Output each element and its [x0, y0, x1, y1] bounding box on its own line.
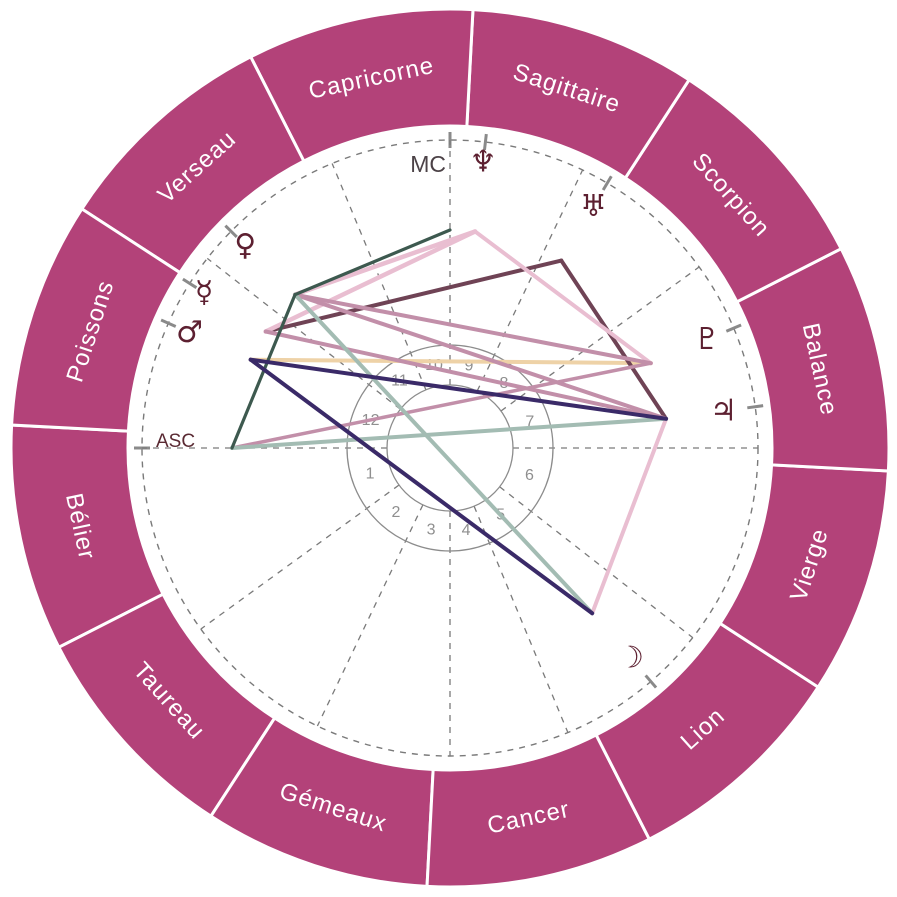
house-number-2: 2 — [392, 504, 401, 521]
aspect-asc-jupiter — [230, 416, 669, 450]
aspect-mercury-uranus — [263, 258, 564, 334]
house-cusp-12 — [499, 486, 694, 639]
house-cusp-11 — [473, 505, 569, 733]
pluto-icon: ♇ — [694, 322, 721, 357]
house-cusp-6 — [206, 257, 401, 410]
aspect-venus-mc — [293, 228, 452, 297]
aspect-venus-pluto — [293, 292, 653, 366]
aspect-uranus-jupiter — [559, 258, 669, 421]
house-number-1: 1 — [366, 465, 375, 482]
jupiter-degree-tick — [747, 404, 764, 410]
pluto-degree-tick — [725, 323, 742, 333]
zodiac-ring — [9, 7, 891, 889]
house-number-6: 6 — [525, 467, 534, 484]
aspect-asc-pluto — [230, 361, 653, 450]
aspect-mercury-jupiter — [263, 329, 669, 421]
aspect-moon-jupiter — [590, 416, 669, 616]
jupiter-icon: ♃ — [710, 394, 737, 429]
aspect-venus-jupiter — [293, 292, 669, 421]
house-number-3: 3 — [427, 521, 436, 538]
uranus-degree-tick — [601, 175, 613, 191]
uranus-icon: ♅ — [580, 189, 607, 224]
house-cusp-3 — [476, 169, 584, 392]
axis-labels: ASC MC — [156, 151, 446, 452]
aspect-mercury-neptune — [263, 229, 478, 334]
neptune-icon: ♆ — [470, 144, 497, 179]
house-inner-circle — [386, 384, 514, 512]
house-cusp-8 — [200, 484, 400, 630]
moon-icon: ☽ — [617, 641, 644, 676]
mc-label: MC — [410, 151, 446, 177]
aspect-venus-neptune — [292, 229, 478, 297]
moon-degree-tick — [644, 674, 658, 689]
aspect-venus-moon — [293, 292, 595, 616]
mercury-icon: ☿ — [195, 275, 213, 310]
mars-icon: ♂ — [176, 315, 203, 350]
venus-degree-tick — [224, 224, 238, 239]
mars-degree-tick — [160, 318, 177, 328]
aspect-neptune-pluto — [473, 229, 653, 366]
venus-icon: ♀ — [234, 228, 256, 263]
aspect-lines — [230, 228, 669, 616]
house-number-9: 9 — [464, 358, 473, 375]
planet-degree-ticks — [134, 132, 764, 689]
house-cusp-9 — [316, 504, 424, 727]
asc-label: ASC — [156, 431, 195, 452]
neptune-degree-tick — [482, 133, 488, 151]
mercury-degree-tick — [182, 277, 198, 289]
planet-glyphs: ☽ ☿ ♀ ♂ ♃ ♅ ♆ ♇ — [176, 144, 737, 675]
house-number-7: 7 — [525, 414, 534, 431]
aspect-mars-moon — [248, 357, 595, 616]
aspect-mars-pluto — [248, 357, 653, 366]
house-number-4: 4 — [462, 522, 471, 539]
aspect-mars-jupiter — [248, 357, 669, 421]
sign-segment-poissons — [10, 206, 183, 433]
